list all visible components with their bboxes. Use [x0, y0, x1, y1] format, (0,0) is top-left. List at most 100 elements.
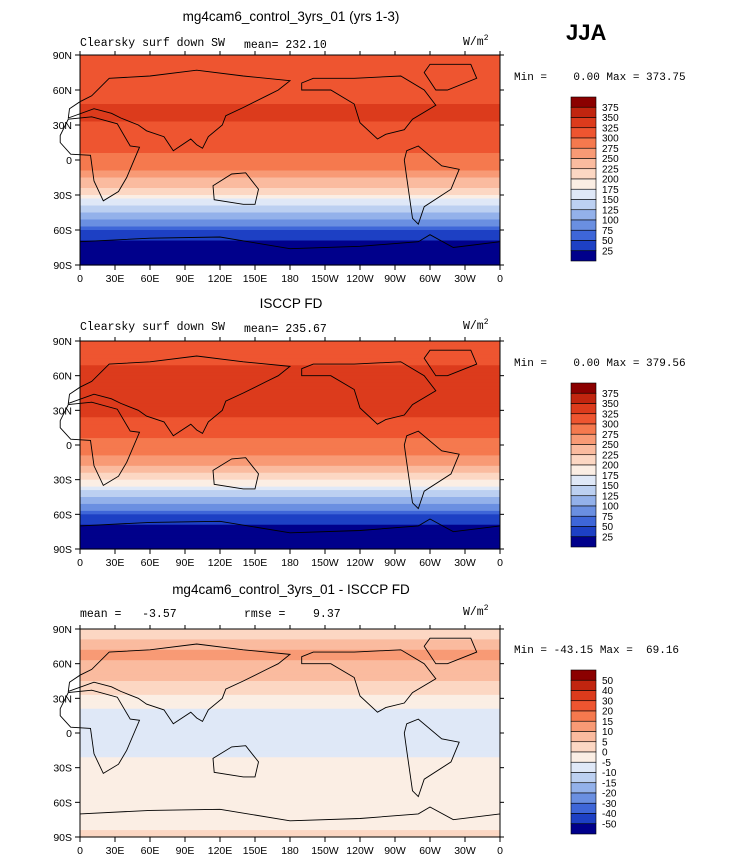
panel-2-coastlines: [59, 349, 501, 534]
colorbar-swatch: [570, 515, 597, 527]
field-band: [80, 223, 500, 228]
field-band: [80, 500, 500, 505]
y-tick-label: 90N: [53, 336, 72, 348]
colorbar-label: -40: [602, 809, 617, 820]
x-tick-label: 60W: [419, 845, 441, 857]
field-band: [80, 726, 500, 731]
field-band: [80, 261, 500, 266]
field-band: [80, 649, 500, 654]
colorbar-label: 5: [602, 737, 608, 748]
field-band: [80, 531, 500, 536]
coastline: [67, 643, 292, 725]
colorbar-swatch: [570, 813, 597, 825]
colorbar-label: 200: [602, 175, 619, 186]
colorbar-swatch: [570, 158, 597, 170]
field-band: [80, 788, 500, 793]
field-band: [80, 712, 500, 717]
field-band: [80, 167, 500, 172]
field-band: [80, 542, 500, 547]
field-band: [80, 160, 500, 165]
coastline: [423, 63, 478, 91]
colorbar-swatch: [570, 147, 597, 159]
field-band: [80, 219, 500, 224]
x-tick-label: 0: [497, 845, 503, 857]
x-tick-label: 60E: [141, 845, 160, 857]
field-band: [80, 104, 500, 109]
colorbar-label: 350: [602, 399, 619, 410]
y-tick-label: 30N: [53, 405, 72, 417]
field-band: [80, 386, 500, 391]
colorbar-swatch: [570, 720, 597, 732]
field-band: [80, 816, 500, 821]
field-band: [80, 396, 500, 401]
panel-2: ISCCP FD Clearsky surf down SW mean= 235…: [53, 296, 686, 569]
coastline: [403, 718, 460, 798]
coastline: [79, 806, 501, 822]
colorbar-label: 250: [602, 154, 619, 165]
field-band: [80, 375, 500, 380]
field-band: [80, 188, 500, 193]
field-band: [80, 743, 500, 748]
field-band: [80, 719, 500, 724]
field-band: [80, 805, 500, 810]
field-band: [80, 118, 500, 123]
colorbar-swatch: [570, 199, 597, 211]
field-band: [80, 413, 500, 418]
field-band: [80, 226, 500, 231]
panel-1-colorbar: 3753503253002752502252001751501251007550…: [570, 96, 619, 262]
colorbar-swatch: [570, 761, 597, 773]
colorbar-swatch: [570, 209, 597, 221]
field-band: [80, 646, 500, 651]
colorbar-swatch: [570, 423, 597, 435]
panel-3-map: 0 30E 60E 90E 120E 150E 180 150W 120W 90W 60W 30W 09…: [53, 624, 504, 857]
field-band: [80, 58, 500, 63]
colorbar-swatch: [570, 823, 597, 835]
field-band: [80, 121, 500, 126]
coastline: [403, 145, 460, 226]
field-band: [80, 65, 500, 70]
field-band: [80, 705, 500, 710]
colorbar-label: 150: [602, 481, 619, 492]
field-band: [80, 83, 500, 88]
field-band: [80, 76, 500, 81]
field-band: [80, 258, 500, 263]
field-band: [80, 483, 500, 488]
colorbar-label: 50: [602, 676, 614, 687]
field-band: [80, 237, 500, 242]
coastline: [212, 745, 259, 778]
colorbar-label: 40: [602, 686, 614, 697]
field-band: [80, 361, 500, 366]
y-tick-label: 60N: [53, 371, 72, 383]
y-tick-label: 30N: [53, 693, 72, 705]
panel-2-units: W/m2: [463, 318, 489, 333]
panel-1-title: mg4cam6_control_3yrs_01 (yrs 1-3): [183, 9, 400, 24]
x-tick-label: 120E: [208, 557, 233, 569]
colorbar-swatch: [570, 219, 597, 231]
field-band: [80, 670, 500, 675]
colorbar-swatch: [570, 178, 597, 190]
field-band: [80, 629, 500, 634]
colorbar-swatch: [570, 731, 597, 743]
field-band: [80, 458, 500, 463]
x-tick-label: 0: [77, 845, 83, 857]
field-band: [80, 674, 500, 679]
colorbar-swatch: [570, 802, 597, 814]
x-tick-label: 150W: [311, 845, 339, 857]
field-band: [80, 521, 500, 526]
colorbar-swatch: [570, 710, 597, 722]
y-tick-label: 60S: [53, 225, 72, 237]
colorbar-swatch: [570, 669, 597, 681]
y-tick-label: 60S: [53, 509, 72, 521]
x-tick-label: 90W: [384, 557, 406, 569]
x-tick-label: 30E: [106, 557, 125, 569]
y-tick-label: 90N: [53, 624, 72, 636]
colorbar-label: -15: [602, 778, 617, 789]
colorbar-swatch: [570, 679, 597, 691]
field-band: [80, 368, 500, 373]
colorbar-label: 125: [602, 205, 619, 216]
colorbar-swatch: [570, 250, 597, 262]
field-band: [80, 251, 500, 256]
panel-3-center-label: rmse = 9.37: [244, 608, 341, 621]
field-band: [80, 198, 500, 203]
